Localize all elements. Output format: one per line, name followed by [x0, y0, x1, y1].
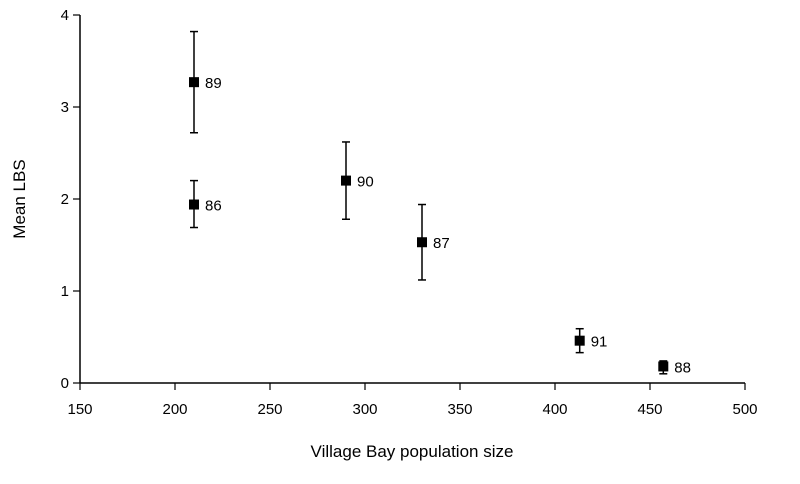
x-tick-label: 350 [447, 401, 472, 418]
y-tick-label: 3 [61, 99, 69, 116]
y-tick-label: 2 [61, 191, 69, 208]
y-tick-label: 1 [61, 283, 69, 300]
x-tick-label: 300 [352, 401, 377, 418]
x-tick-label: 450 [637, 401, 662, 418]
y-tick-label: 4 [61, 7, 69, 24]
x-tick-label: 500 [732, 401, 757, 418]
data-point-marker [658, 361, 669, 372]
x-tick-label: 150 [67, 401, 92, 418]
x-tick-label: 200 [162, 401, 187, 418]
data-point-label: 88 [674, 359, 691, 376]
x-tick-label: 250 [257, 401, 282, 418]
data-point-marker [574, 335, 585, 346]
data-point-marker [189, 199, 199, 210]
data-point-label: 90 [357, 174, 374, 191]
data-point-marker [417, 237, 427, 248]
data-point-label: 86 [205, 198, 222, 215]
data-point-marker [341, 175, 351, 186]
data-point-label: 91 [591, 334, 608, 351]
data-point-label: 87 [433, 235, 450, 252]
data-point-label: 89 [205, 75, 222, 92]
y-axis-title: Mean LBS [10, 159, 29, 238]
x-axis-title: Village Bay population size [311, 442, 514, 461]
y-tick-label: 0 [61, 375, 69, 392]
x-tick-label: 400 [542, 401, 567, 418]
data-point-marker [189, 77, 199, 88]
